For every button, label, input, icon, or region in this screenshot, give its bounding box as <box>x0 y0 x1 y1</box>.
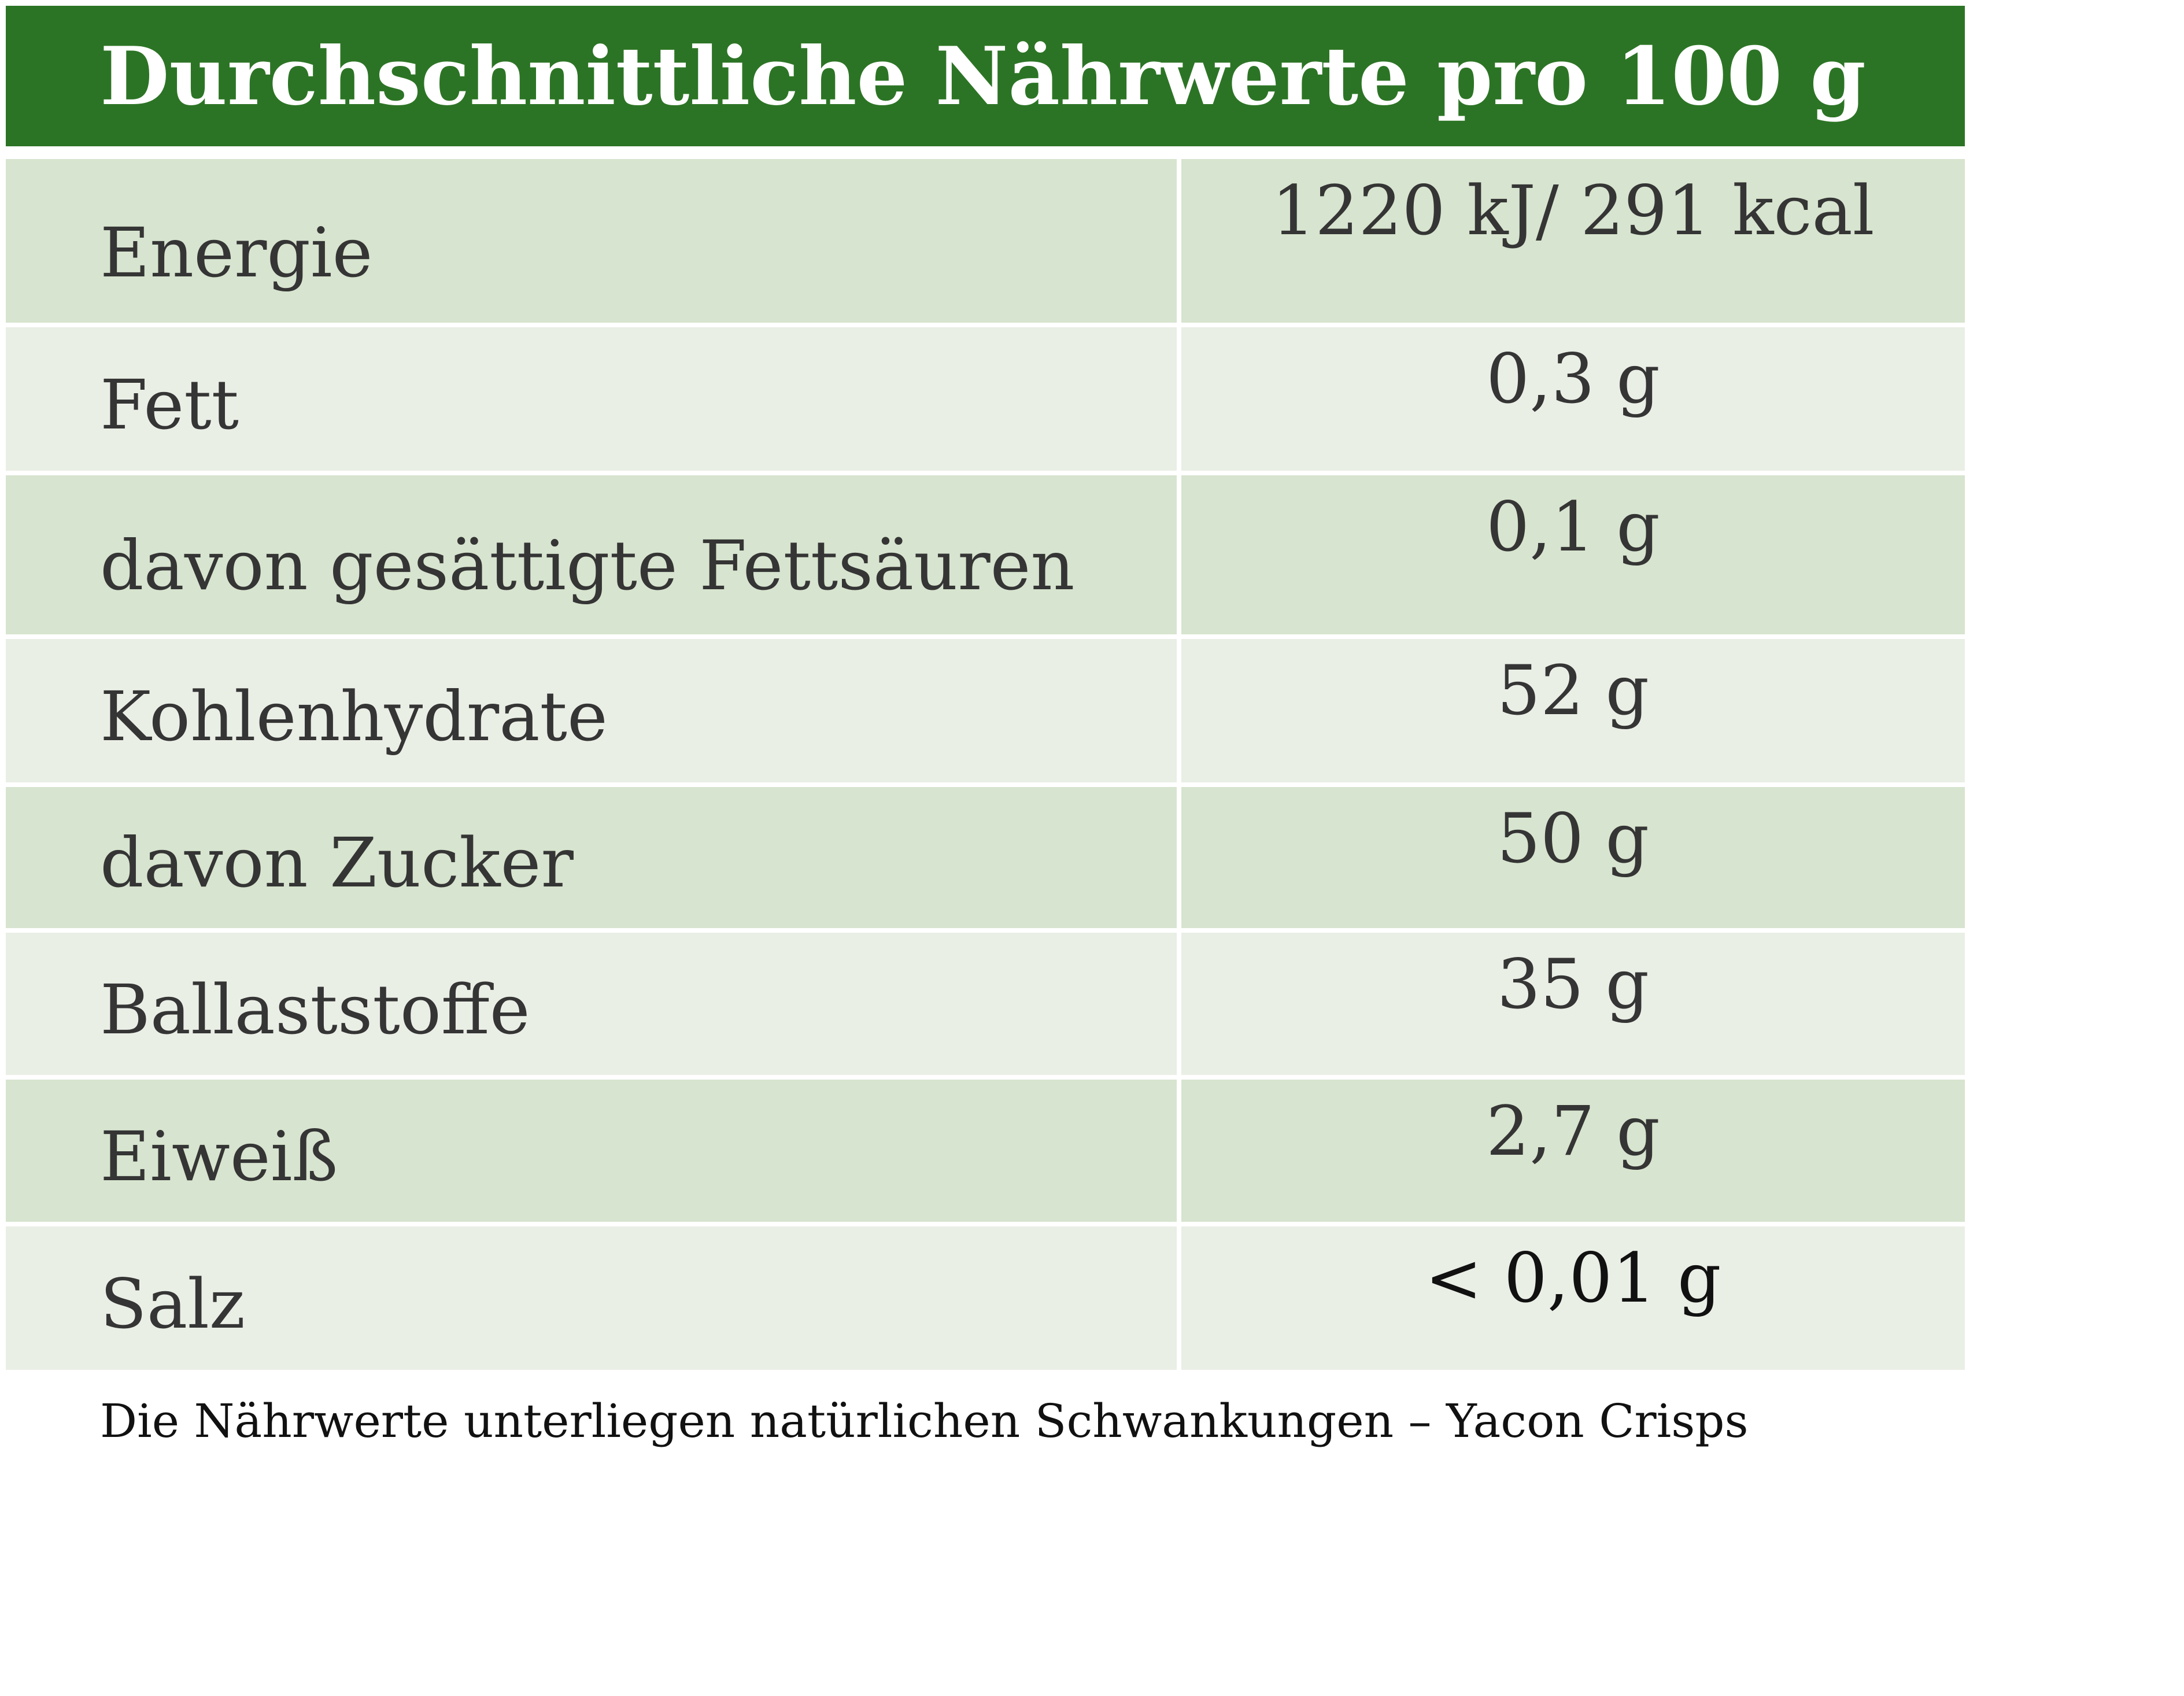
nutrient-name: Salz <box>100 1264 246 1344</box>
table-header: Durchschnittliche Nährwerte pro 100 g <box>6 6 1965 146</box>
nutrient-name-cell: davon gesättigte Fettsäuren <box>6 475 1177 634</box>
nutrient-value: 35 g <box>1496 944 1650 1024</box>
nutrient-name-cell: Fett <box>6 327 1177 471</box>
nutrient-value-cell: 1220 kJ/ 291 kcal <box>1181 159 1965 323</box>
nutrient-value: 2,7 g <box>1486 1091 1660 1171</box>
nutrient-name-cell: Ballaststoffe <box>6 933 1177 1075</box>
nutrient-name-cell: Kohlenhydrate <box>6 639 1177 782</box>
nutrient-name: davon gesättigte Fettsäuren <box>100 525 1075 605</box>
nutrient-value: 52 g <box>1496 651 1650 730</box>
table-row: Salz < 0,01 g <box>6 1226 1965 1370</box>
nutrition-table: Energie 1220 kJ/ 291 kcal Fett 0,3 g dav… <box>6 159 1965 1374</box>
nutrient-name: Fett <box>100 365 239 445</box>
nutrient-name: davon Zucker <box>100 823 574 903</box>
nutrient-value: 50 g <box>1496 799 1650 878</box>
nutrient-value-cell: < 0,01 g <box>1181 1226 1965 1370</box>
nutrient-value-cell: 52 g <box>1181 639 1965 782</box>
nutrient-value-cell: 2,7 g <box>1181 1080 1965 1222</box>
nutrient-name: Kohlenhydrate <box>100 677 608 757</box>
nutrient-name-cell: davon Zucker <box>6 787 1177 928</box>
nutrient-value-cell: 35 g <box>1181 933 1965 1075</box>
table-row: Fett 0,3 g <box>6 327 1965 471</box>
nutrient-value-cell: 0,1 g <box>1181 475 1965 634</box>
footnote: Die Nährwerte unterliegen natürlichen Sc… <box>100 1394 1749 1448</box>
nutrient-name: Energie <box>100 212 373 293</box>
table-row: davon gesättigte Fettsäuren 0,1 g <box>6 475 1965 634</box>
table-row: Kohlenhydrate 52 g <box>6 639 1965 782</box>
table-row: Eiweiß 2,7 g <box>6 1080 1965 1222</box>
nutrient-name: Ballaststoffe <box>100 969 530 1050</box>
nutrient-value-cell: 50 g <box>1181 787 1965 928</box>
nutrient-value: 0,3 g <box>1486 339 1660 419</box>
nutrient-name-cell: Energie <box>6 159 1177 323</box>
nutrient-name-cell: Eiweiß <box>6 1080 1177 1222</box>
table-row: Ballaststoffe 35 g <box>6 933 1965 1075</box>
nutrient-value-cell: 0,3 g <box>1181 327 1965 471</box>
nutrient-name-cell: Salz <box>6 1226 1177 1370</box>
nutrient-name: Eiweiß <box>100 1116 338 1196</box>
table-title: Durchschnittliche Nährwerte pro 100 g <box>100 28 1866 123</box>
nutrient-value: 0,1 g <box>1486 487 1660 567</box>
table-row: Energie 1220 kJ/ 291 kcal <box>6 159 1965 323</box>
table-row: davon Zucker 50 g <box>6 787 1965 928</box>
nutrient-value: < 0,01 g <box>1425 1238 1721 1318</box>
nutrient-value: 1220 kJ/ 291 kcal <box>1272 171 1875 250</box>
